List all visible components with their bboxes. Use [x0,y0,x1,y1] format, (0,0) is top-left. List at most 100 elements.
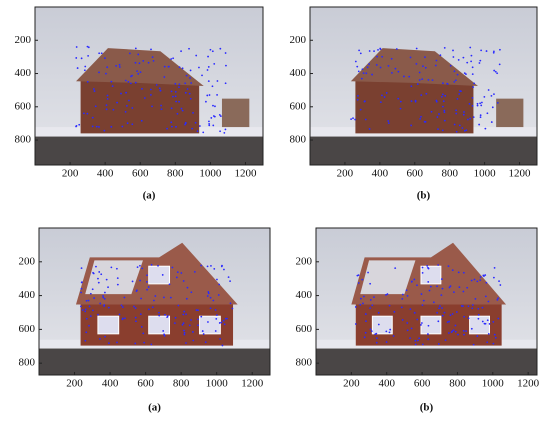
keypoint [482,307,484,309]
keypoint [407,295,409,297]
keypoint [98,271,100,273]
keypoint [416,284,418,286]
keypoint [361,279,363,281]
keypoint [135,320,137,322]
keypoint [397,98,399,100]
keypoint [436,116,438,118]
keypoint [86,300,88,302]
keypoint [198,67,200,69]
keypoint [457,98,459,100]
keypoint [205,341,207,343]
keypoint [486,341,488,343]
keypoint [184,332,186,334]
keypoint [192,340,194,342]
keypoint [154,295,156,297]
keypoint [81,281,83,283]
keypoint [201,74,203,76]
keypoint [205,101,207,103]
keypoint [143,342,145,344]
keypoint [444,111,446,113]
keypoint [178,83,180,85]
keypoint [496,299,498,301]
keypoint [468,305,470,307]
caption: (b) [420,402,434,414]
keypoint [180,50,182,52]
keypoint [167,315,169,317]
ground [35,133,263,165]
keypoint [139,62,141,64]
keypoint [442,94,444,96]
keypoint [443,100,445,102]
window [98,316,119,334]
keypoint [358,49,360,51]
keypoint [438,343,440,345]
keypoint [219,48,221,50]
keypoint [103,130,105,132]
keypoint [385,330,387,332]
keypoint [146,281,148,283]
keypoint [104,292,106,294]
keypoint [183,334,185,336]
keypoint [391,72,393,74]
keypoint [223,320,225,322]
keypoint [212,50,214,52]
keypoint [365,320,367,322]
keypoint [225,52,227,54]
keypoint [89,306,91,308]
keypoint [179,66,181,68]
keypoint [403,76,405,78]
keypoint [438,307,440,309]
x-tick-label: 800 [167,168,184,180]
keypoint [92,117,94,119]
keypoint [174,83,176,85]
keypoint [104,336,106,338]
keypoint [208,120,210,122]
keypoint [220,322,222,324]
keypoint [425,67,427,69]
keypoint [491,121,493,123]
keypoint [88,300,90,302]
keypoint [458,59,460,61]
keypoint [162,274,164,276]
keypoint [422,344,424,346]
keypoint [445,339,447,341]
keypoint [140,313,142,315]
x-tick-label: 1200 [509,168,532,180]
y-tick-label: 200 [296,255,313,267]
keypoint [378,312,380,314]
keypoint [407,329,409,331]
keypoint [139,280,141,282]
x-tick-label: 200 [62,168,79,180]
keypoint [376,56,378,58]
keypoint [88,46,90,48]
keypoint [361,68,363,70]
keypoint [402,319,404,321]
keypoint [150,343,152,345]
keypoint [218,284,220,286]
keypoint [492,343,494,345]
keypoint [141,267,143,269]
keypoint [439,305,441,307]
keypoint [363,72,365,74]
keypoint [150,94,152,96]
keypoint [187,287,189,289]
keypoint [112,85,114,87]
keypoint [157,265,159,267]
keypoint [215,309,217,311]
keypoint [99,338,101,340]
keypoint [122,318,124,320]
keypoint [472,304,474,306]
keypoint [84,66,86,68]
keypoint [174,322,176,324]
keypoint [410,57,412,59]
window [149,316,170,334]
keypoint [93,88,95,90]
keypoint [485,295,487,297]
keypoint [489,323,491,325]
keypoint [427,281,429,283]
keypoint [225,65,227,67]
keypoint [486,50,488,52]
keypoint [141,120,143,122]
keypoint [84,311,86,313]
keypoint [119,64,121,66]
